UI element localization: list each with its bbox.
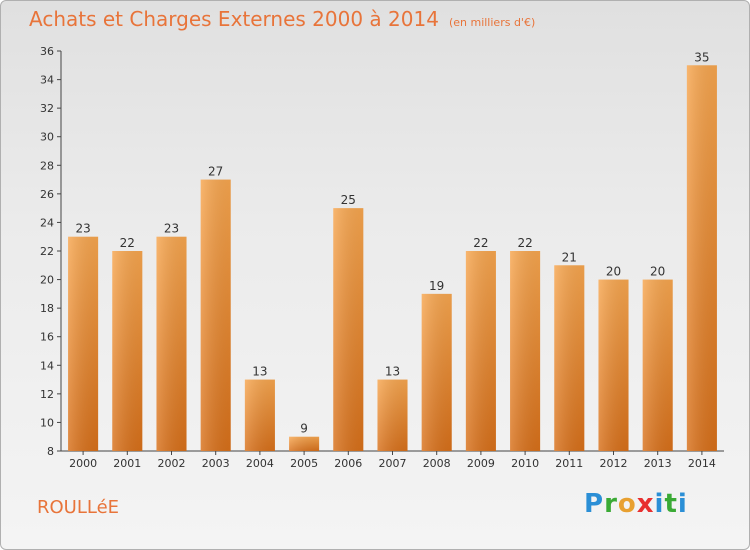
data-label: 22 <box>517 236 532 250</box>
bar-shade-2002 <box>156 236 187 451</box>
x-tick-label: 2003 <box>202 457 230 470</box>
logo-letter: i <box>654 489 665 519</box>
data-label: 27 <box>208 165 223 179</box>
chart-subtitle: (en milliers d'€) <box>448 16 536 29</box>
logo-letter: P <box>584 489 605 519</box>
x-tick-label: 2007 <box>379 457 407 470</box>
data-label: 23 <box>75 222 90 236</box>
bar-shade-2001 <box>112 251 143 451</box>
x-tick-label: 2013 <box>644 457 672 470</box>
logo-letter: r <box>604 489 618 519</box>
proxiti-logo: Proxiti <box>584 489 688 519</box>
x-tick-label: 2009 <box>467 457 495 470</box>
y-tick-label: 16 <box>40 331 54 344</box>
bar-shade-2010 <box>510 251 541 451</box>
y-tick-label: 36 <box>40 45 54 58</box>
x-tick-label: 2006 <box>334 457 362 470</box>
y-tick-label: 14 <box>40 359 54 372</box>
bar-shade-2000 <box>68 236 99 451</box>
data-label: 19 <box>429 279 444 293</box>
x-tick-label: 2000 <box>69 457 97 470</box>
data-label: 20 <box>606 265 621 279</box>
chart-title-text: Achats et Charges Externes 2000 à 2014 <box>29 7 439 31</box>
bar-shade-2008 <box>421 293 452 451</box>
bar-shade-2006 <box>333 208 364 451</box>
logo-letter: t <box>664 489 678 519</box>
x-tick-label: 2002 <box>158 457 186 470</box>
bar-shade-2013 <box>642 279 673 451</box>
data-label: 21 <box>562 250 577 264</box>
x-tick-label: 2012 <box>600 457 628 470</box>
commune-name: ROULLéE <box>37 497 120 518</box>
data-label: 22 <box>120 236 135 250</box>
x-tick-label: 2014 <box>688 457 716 470</box>
x-tick-label: 2001 <box>113 457 141 470</box>
bar-shade-2004 <box>244 379 275 451</box>
y-tick-label: 18 <box>40 302 54 315</box>
data-label: 9 <box>300 422 308 436</box>
bar-shade-2011 <box>554 265 585 451</box>
y-tick-label: 8 <box>47 445 54 458</box>
y-tick-label: 32 <box>40 102 54 115</box>
y-tick-label: 10 <box>40 416 54 429</box>
chart-title: Achats et Charges Externes 2000 à 2014 (e… <box>29 7 535 31</box>
y-tick-label: 28 <box>40 159 54 172</box>
y-tick-label: 26 <box>40 188 54 201</box>
x-tick-label: 2008 <box>423 457 451 470</box>
data-label: 13 <box>385 365 400 379</box>
x-tick-label: 2004 <box>246 457 274 470</box>
data-label: 13 <box>252 365 267 379</box>
data-label: 20 <box>650 265 665 279</box>
bar-shade-2014 <box>686 65 717 452</box>
chart-axes: 8 10 12 14 16 18 20 22 24 26 28 30 32 34 36 2000 2001 200… <box>40 45 724 470</box>
x-tick-label: 2010 <box>511 457 539 470</box>
bar-shade-2007 <box>377 379 408 451</box>
x-tick-label: 2005 <box>290 457 318 470</box>
data-label: 22 <box>473 236 488 250</box>
bar-shade-2005 <box>289 436 320 451</box>
x-tick-label: 2011 <box>555 457 583 470</box>
logo-letter: i <box>677 489 688 519</box>
data-label: 25 <box>341 193 356 207</box>
data-label: 23 <box>164 222 179 236</box>
logo-letter: o <box>617 489 637 519</box>
y-tick-label: 12 <box>40 388 54 401</box>
y-tick-label: 24 <box>40 216 54 229</box>
y-tick-label: 22 <box>40 245 54 258</box>
bar-shade-2003 <box>200 179 231 452</box>
y-tick-label: 34 <box>40 74 54 87</box>
chart-bars <box>68 65 717 452</box>
data-label: 35 <box>694 50 709 64</box>
y-tick-label: 30 <box>40 131 54 144</box>
chart-data-labels: 23 22 23 27 13 9 25 13 19 22 22 21 20 20 35 <box>75 50 709 435</box>
bar-shade-2009 <box>465 251 496 451</box>
y-tick-label: 20 <box>40 274 54 287</box>
logo-letter: x <box>636 489 655 519</box>
bar-shade-2012 <box>598 279 629 451</box>
